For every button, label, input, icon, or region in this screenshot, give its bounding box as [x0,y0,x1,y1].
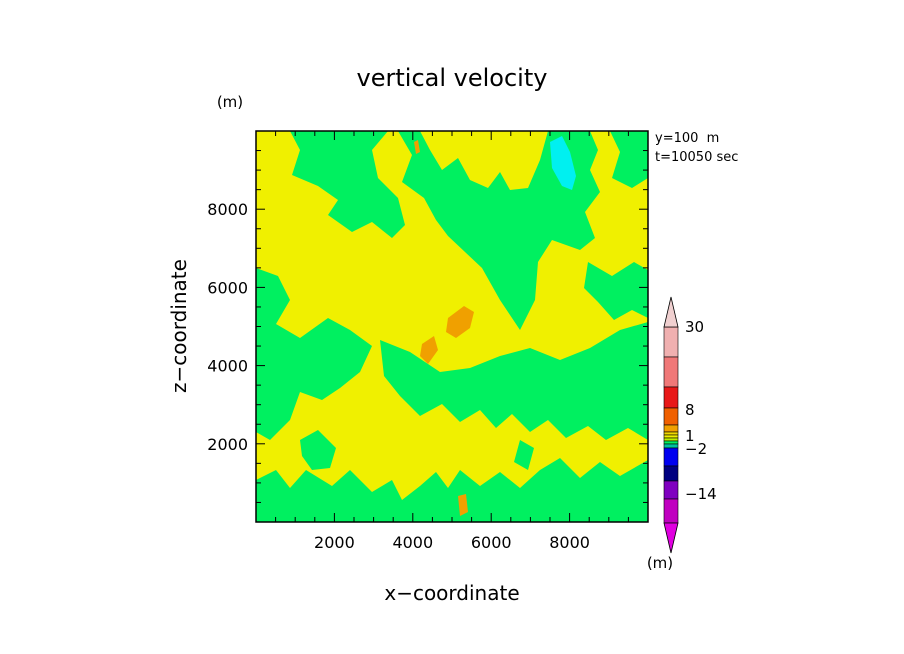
y-axis-label: z−coordinate [167,259,191,393]
colorbar-segment [663,443,679,449]
y-axis-ticks [256,150,648,503]
y-tick-label: 8000 [207,200,248,219]
x-tick-label: 4000 [392,533,433,552]
contour-orange-patch [414,140,420,154]
colorbar-segment [663,447,679,467]
colorbar-segment [663,326,679,358]
contour-green-region [610,131,648,188]
contour-green-region [398,131,600,330]
x-tick-label: 2000 [314,533,355,552]
contour-green-region [256,458,648,522]
y-tick-label: 2000 [207,435,248,454]
chart-title: vertical velocity [357,64,548,92]
colorbar-segment [663,465,679,482]
y-tick-labels: 2000 4000 6000 8000 [207,200,248,454]
colorbar-label: −14 [685,485,717,503]
colorbar-segment [663,480,679,500]
x-axis-label: x−coordinate [384,581,519,605]
colorbar-top-triangle [663,296,679,328]
contour-yellow-patch [406,430,424,452]
y-tick-label: 6000 [207,278,248,297]
x-axis-ticks [275,131,629,522]
colorbar-segment [663,424,679,433]
colorbar-unit-label: (m) [647,554,673,572]
y-unit-label: (m) [217,93,243,111]
colorbar-segment [663,407,679,426]
contour-orange-patch [446,306,474,338]
contour-cyan-patch [550,136,576,190]
colorbar-label: 8 [685,401,695,419]
info-line-t: t=10050 sec [655,150,738,165]
contour-orange-patch [458,494,468,516]
contour-green-region [290,131,405,238]
contour-yellow-patch [338,290,356,312]
colorbar-segment [663,440,679,445]
contour-green-region [256,268,372,440]
colorbar-label: 30 [685,318,704,336]
colorbar-segment [663,356,679,388]
colorbar [663,296,679,554]
colorbar-segment [663,386,679,409]
colorbar-segment [663,437,679,442]
contour-yellow-patch [428,282,444,304]
x-tick-label: 8000 [549,533,590,552]
contour-green-region [300,430,336,470]
colorbar-segment [663,434,679,439]
colorbar-labels: 30 8 1−2 −14 [685,318,717,503]
colorbar-label: 1 [685,427,695,445]
colorbar-segment [663,431,679,436]
contour-field [256,131,648,522]
colorbar-bottom-triangle [663,522,679,554]
info-line-y: y=100 m [655,131,719,146]
contour-orange-patch [420,336,438,364]
colorbar-label: −2 [685,440,707,458]
contour-green-region [380,322,648,440]
y-tick-label: 4000 [207,357,248,376]
x-tick-labels: 2000 4000 6000 8000 [314,533,590,552]
contour-green-region [514,440,534,470]
contour-green-region [584,262,648,320]
x-tick-label: 6000 [471,533,512,552]
colorbar-segment [663,498,679,524]
